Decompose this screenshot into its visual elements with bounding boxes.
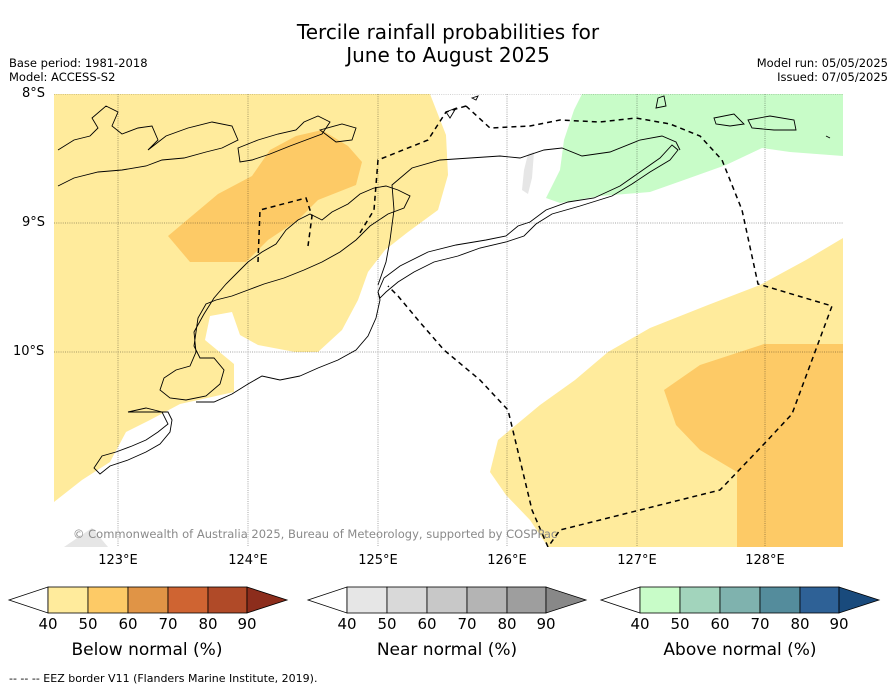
colorbar-near-segment-2 [386,586,428,614]
colorbar-near-extend-high [545,586,588,614]
below-normal-50-60-region-east [664,344,843,547]
lat-label-10s: 10°S [13,344,45,359]
colorbar-above-segment-4 [759,586,801,614]
colorbar-near-tick: 70 [457,615,477,633]
colorbar-below-normal [7,586,289,614]
map-gridlines [54,94,843,547]
colorbar-above-extend-low [599,586,641,614]
map-title-line2: June to August 2025 [346,43,550,67]
lon-label-126e: 126°E [487,553,527,568]
colorbar-below-segment-3 [127,586,169,614]
colorbar-near-tick: 60 [417,615,437,633]
near-normal-sliver [522,152,534,194]
colorbar-above-tick: 60 [710,615,730,633]
colorbar-above-segment-3 [719,586,761,614]
colorbar-near-label: Near normal (%) [376,640,518,660]
lon-label-123e: 123°E [98,553,138,568]
colorbar-below-segment-1 [47,586,89,614]
colorbar-above-normal [599,586,881,614]
copyright-text: © Commonwealth of Australia 2025, Bureau… [73,527,558,541]
map-title-line1: Tercile rainfall probabilities for [296,20,600,44]
colorbar-above-tick: 80 [790,615,810,633]
eez-footer-note: -- -- -- EEZ border V11 (Flanders Marine… [9,672,318,685]
colorbar-near-normal [306,586,588,614]
colorbar-above-segment-5 [799,586,840,614]
colorbar-below-tick: 80 [198,615,218,633]
lon-label-124e: 124°E [228,553,268,568]
colorbar-above-extend-high [838,586,881,614]
colorbar-near-tick: 40 [337,615,357,633]
coastlines [57,95,831,475]
colorbar-below-tick: 60 [118,615,138,633]
colorbar-below-segment-4 [167,586,209,614]
colorbar-above-segment-1 [639,586,681,614]
colorbar-above-tick: 50 [670,615,690,633]
colorbar-below-segment-2 [87,586,129,614]
above-normal-40-50-region [546,94,843,203]
colorbar-below-label: Below normal (%) [71,640,223,660]
below-normal-50-60-region-west [168,130,362,262]
colorbar-above-segment-2 [679,586,721,614]
issued-date: Issued: 07/05/2025 [777,70,888,84]
colorbar-below-tick: 90 [237,615,257,633]
colorbar-near-extend-low [306,586,348,614]
colorbar-near-segment-4 [466,586,508,614]
lat-label-8s: 8°S [22,86,46,101]
eez-border [257,105,833,547]
colorbar-near-tick: 90 [536,615,556,633]
colorbar-below-tick: 50 [78,615,98,633]
colorbar-below-tick: 40 [38,615,58,633]
colorbar-above-tick: 40 [630,615,650,633]
below-normal-40-50-region-west [54,94,448,502]
colorbar-near-tick: 80 [497,615,517,633]
colorbar-near-segment-1 [346,586,388,614]
base-period: Base period: 1981-2018 [9,56,148,70]
colorbar-above-tick: 70 [750,615,770,633]
colorbar-below-tick: 70 [158,615,178,633]
colorbar-below-segment-5 [207,586,248,614]
lon-label-125e: 125°E [358,553,398,568]
colorbar-below-extend-high [246,586,289,614]
colorbar-near-segment-3 [426,586,468,614]
lat-label-9s: 9°S [22,215,46,230]
colorbars [7,586,881,614]
model-run: Model run: 05/05/2025 [756,56,888,70]
colorbar-above-label: Above normal (%) [663,640,817,660]
lon-label-128e: 128°E [745,553,785,568]
near-normal-corner [64,528,108,547]
colorbar-above-tick: 90 [829,615,849,633]
colorbar-near-segment-5 [506,586,547,614]
colorbar-below-extend-low [7,586,49,614]
model-name: Model: ACCESS-S2 [9,70,116,84]
lon-label-127e: 127°E [617,553,657,568]
colorbar-near-tick: 50 [377,615,397,633]
